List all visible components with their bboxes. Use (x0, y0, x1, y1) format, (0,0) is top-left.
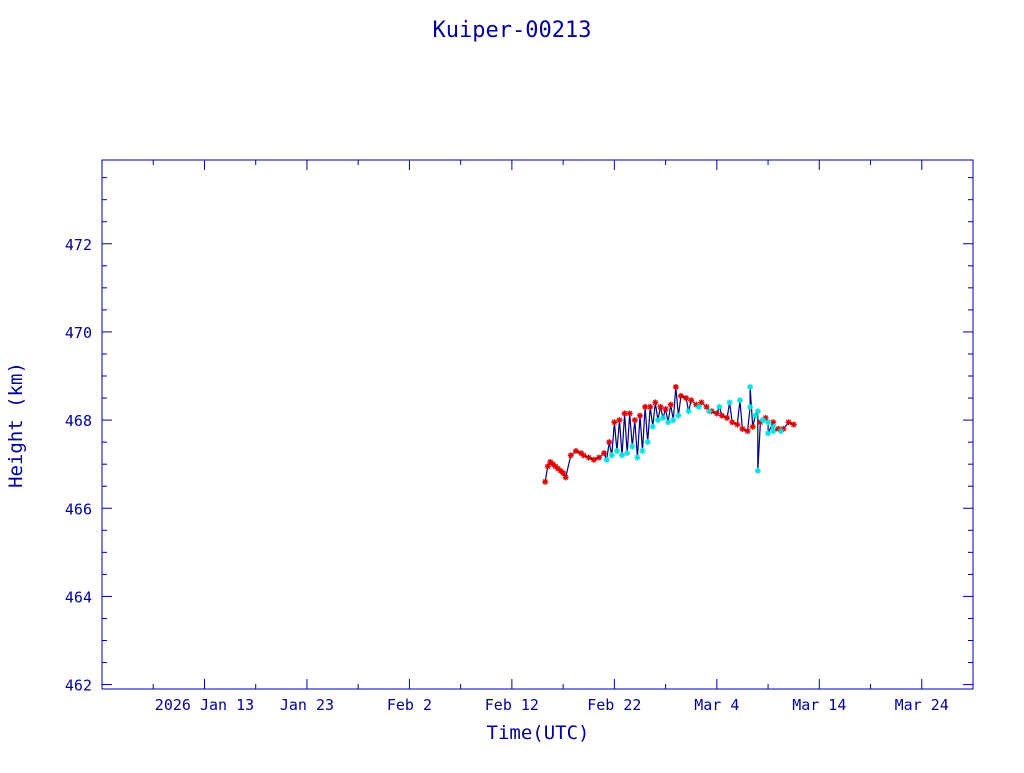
y-tick-label: 462 (65, 677, 92, 695)
x-tick-label: Feb 2 (387, 696, 432, 714)
data-point (608, 452, 615, 459)
x-axis-ticks (101, 160, 974, 689)
x-tick-label: 2026 Jan 13 (155, 696, 254, 714)
data-point (754, 408, 761, 415)
data-point (685, 408, 692, 415)
data-point (665, 419, 672, 426)
data-point (611, 419, 618, 426)
data-point (644, 439, 651, 446)
data-point (749, 423, 756, 430)
data-point (590, 456, 597, 463)
data-point (747, 403, 754, 410)
data-point (636, 412, 643, 419)
data-point (542, 478, 549, 485)
data-point (724, 414, 731, 421)
data-point (706, 408, 713, 415)
data-point (675, 412, 682, 419)
y-tick-label: 472 (65, 236, 92, 254)
data-point (716, 403, 723, 410)
data-point (695, 403, 702, 410)
data-point (777, 428, 784, 435)
data-point (703, 403, 710, 410)
data-point (626, 410, 633, 417)
data-point (652, 399, 659, 406)
y-axis-ticks (102, 177, 973, 686)
data-point (585, 454, 592, 461)
chart-title: Kuiper-00213 (433, 18, 592, 43)
data-point (601, 450, 608, 457)
x-tick-label: Mar 4 (694, 696, 739, 714)
data-point (642, 403, 649, 410)
data-point (736, 397, 743, 404)
data-point (595, 454, 602, 461)
series-line (544, 386, 794, 482)
data-point (754, 467, 761, 474)
series-points (542, 384, 797, 485)
data-point (713, 410, 720, 417)
y-axis-tick-labels: 462 464 466 468 470 472 (65, 236, 92, 695)
data-point (631, 417, 638, 424)
x-axis-tick-labels: 2026 Jan 13 Jan 23 Feb 2 Feb 12 Feb 22 Mar 4 M… (155, 696, 949, 714)
data-point (634, 454, 641, 461)
data-point (739, 425, 746, 432)
data-point (765, 419, 772, 426)
series-lines (544, 386, 794, 482)
data-point (672, 384, 679, 391)
data-point (613, 447, 620, 454)
y-tick-label: 464 (65, 588, 92, 606)
x-tick-label: Mar 14 (792, 696, 846, 714)
x-axis-label: Time(UTC) (487, 722, 590, 744)
y-tick-label: 468 (65, 412, 92, 430)
data-point (677, 392, 684, 399)
data-point (718, 412, 725, 419)
data-point (660, 414, 667, 421)
data-point (662, 406, 669, 413)
data-point (606, 439, 613, 446)
data-point (770, 428, 777, 435)
y-tick-label: 470 (65, 324, 92, 342)
data-point (726, 399, 733, 406)
data-point (560, 469, 567, 476)
x-tick-label: Feb 22 (587, 696, 641, 714)
x-tick-label: Mar 24 (895, 696, 949, 714)
data-point (639, 447, 646, 454)
data-point (670, 417, 677, 424)
data-point (785, 419, 792, 426)
data-point (621, 410, 628, 417)
data-point (765, 430, 772, 437)
data-point (567, 452, 574, 459)
data-point (667, 401, 674, 408)
data-point (752, 412, 759, 419)
data-point (616, 417, 623, 424)
data-point (657, 403, 664, 410)
data-point (647, 403, 654, 410)
data-point (698, 399, 705, 406)
data-point (729, 419, 736, 426)
x-tick-label: Feb 12 (485, 696, 539, 714)
data-point (654, 417, 661, 424)
data-point (619, 452, 626, 459)
data-point (683, 395, 690, 402)
data-point (624, 450, 631, 457)
data-point (562, 474, 569, 481)
y-tick-label: 466 (65, 500, 92, 518)
data-point (688, 397, 695, 404)
plot-frame (101, 159, 974, 690)
data-point (747, 384, 754, 391)
x-tick-label: Jan 23 (280, 696, 334, 714)
data-point (759, 417, 766, 424)
data-point (790, 421, 797, 428)
y-axis-label: Height (km) (5, 362, 27, 488)
data-point (744, 428, 751, 435)
data-point (603, 456, 610, 463)
data-point (580, 452, 587, 459)
data-point (572, 447, 579, 454)
data-point (544, 463, 551, 470)
data-point (629, 443, 636, 450)
data-point (649, 423, 656, 430)
data-point (734, 421, 741, 428)
